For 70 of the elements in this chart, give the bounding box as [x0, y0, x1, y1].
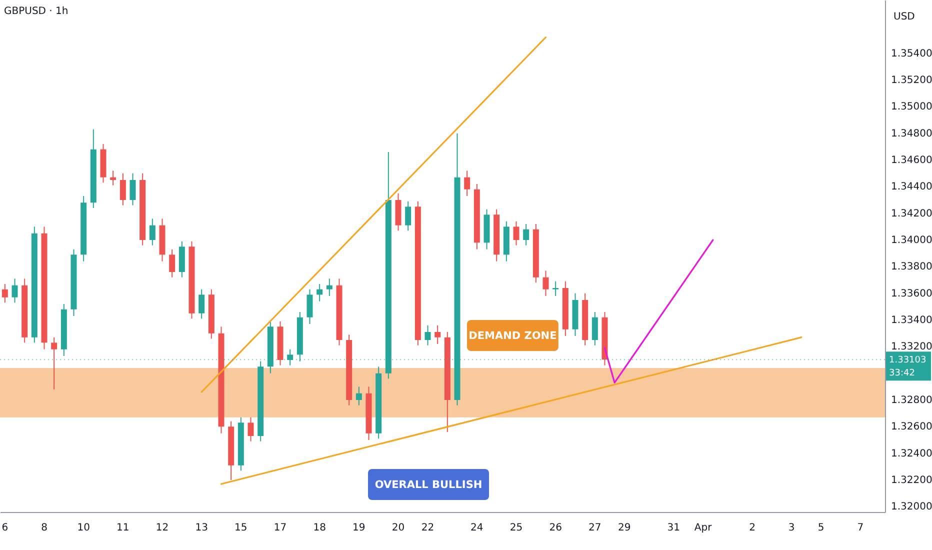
- x-tick-label: 15: [234, 522, 248, 534]
- candlestick: [405, 200, 412, 232]
- candlestick: [169, 248, 176, 278]
- y-axis-title: USD: [894, 12, 916, 22]
- candlestick: [513, 220, 520, 246]
- x-tick-label: Apr: [694, 522, 713, 534]
- candlestick: [316, 284, 323, 302]
- candlestick: [542, 270, 549, 296]
- candlestick: [306, 288, 313, 324]
- y-tick-label: 1.32200: [891, 475, 932, 486]
- x-tick-label: 2: [749, 522, 756, 534]
- y-tick-label: 1.32400: [891, 448, 932, 460]
- y-tick-label: 1.35400: [891, 48, 932, 60]
- candlestick: [110, 170, 116, 186]
- y-tick-label: 1.33600: [891, 288, 932, 300]
- text: GBPUSD · 1h: [4, 6, 68, 17]
- y-tick-label: 1.32600: [891, 422, 932, 433]
- candlestick: [552, 280, 559, 296]
- y-tick-label: 1.33800: [891, 262, 932, 273]
- x-tick-label: 13: [195, 522, 208, 534]
- y-tick-label: 1.34800: [891, 128, 932, 140]
- y-tick-label: 1.32000: [891, 502, 932, 513]
- x-tick-label: 6: [2, 522, 8, 534]
- candlestick: [464, 170, 470, 196]
- x-tick-label: 7: [857, 522, 864, 534]
- candlestick: [2, 284, 8, 304]
- candlestick: [248, 416, 254, 442]
- candlestick: [120, 172, 126, 206]
- candlestick: [523, 224, 530, 246]
- candlestick: [287, 348, 294, 366]
- y-tick-label: 1.33400: [891, 315, 932, 326]
- candlestick: [12, 278, 18, 304]
- candlestick: [51, 336, 58, 390]
- y-tick-label: 1.35000: [891, 102, 932, 113]
- x-tick-label: 19: [352, 522, 366, 534]
- x-tick-label: 11: [116, 522, 130, 534]
- candlestick: [326, 278, 332, 296]
- annotation: DEMAND ZONE: [468, 330, 557, 342]
- x-tick-label: 24: [470, 522, 484, 534]
- y-tick-label: 1.32800: [891, 395, 932, 406]
- x-tick-label: 17: [274, 522, 287, 534]
- x-tick-label: 29: [618, 522, 631, 534]
- y-tick-label: 1.34600: [891, 155, 932, 166]
- x-tick-label: 12: [156, 522, 169, 534]
- candlestick: [356, 386, 362, 406]
- text: 33:42: [889, 368, 915, 379]
- x-tick-label: 18: [313, 522, 326, 534]
- candlestick: [424, 324, 431, 346]
- x-tick-label: 8: [41, 522, 48, 534]
- x-tick-label: 5: [818, 522, 824, 534]
- candlestick: [149, 218, 156, 246]
- candlestick: [130, 172, 136, 206]
- x-tick-label: 31: [667, 522, 680, 534]
- y-tick-label: 1.34000: [891, 235, 932, 246]
- x-tick-label: 22: [421, 522, 434, 534]
- candlestick: [198, 288, 205, 320]
- x-tick-label: 25: [510, 522, 523, 534]
- y-tick-label: 1.35200: [891, 75, 932, 86]
- y-tick-label: 1.34400: [891, 182, 932, 193]
- annotation: OVERALL BULLISH: [374, 479, 482, 491]
- x-tick-label: 3: [788, 522, 795, 534]
- x-tick-label: 10: [77, 522, 90, 534]
- candlestick: [592, 312, 598, 346]
- x-tick-label: 20: [392, 522, 405, 534]
- candlestick: [434, 324, 441, 344]
- y-tick-label: 1.34200: [891, 208, 932, 220]
- y-tick-label: 1.33200: [891, 342, 932, 353]
- ref-line-label: 1.33103: [889, 356, 926, 366]
- x-tick-label: 26: [549, 522, 562, 534]
- x-tick-label: 27: [588, 522, 602, 534]
